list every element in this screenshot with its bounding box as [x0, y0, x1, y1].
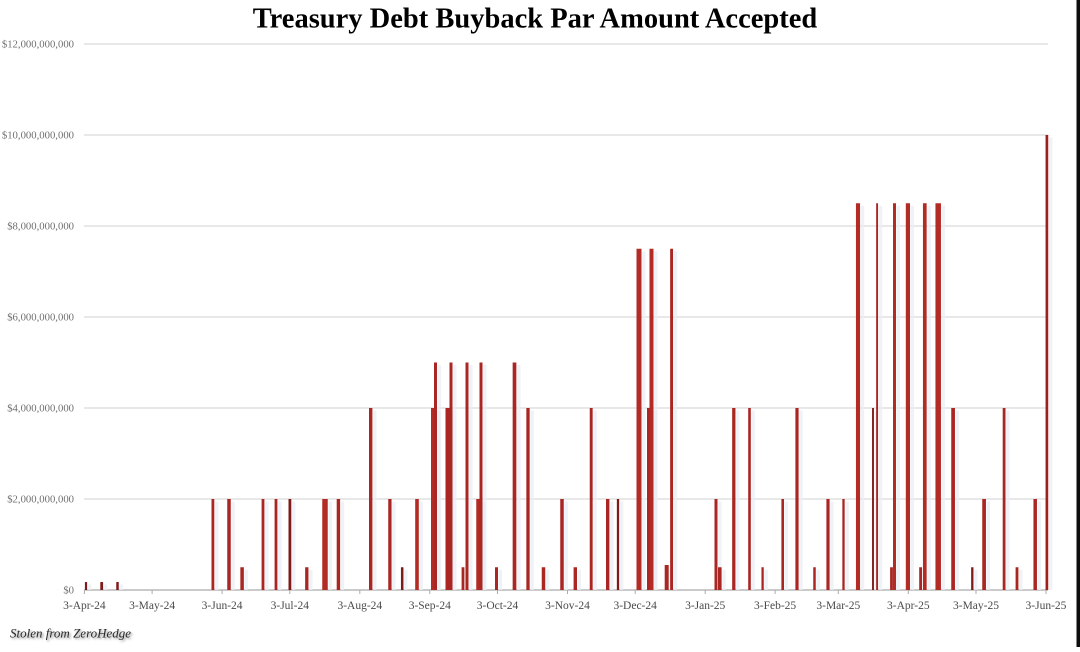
svg-text:3-Oct-24: 3-Oct-24	[477, 600, 519, 612]
svg-text:3-Jan-25: 3-Jan-25	[685, 600, 725, 612]
svg-text:3-Jul-24: 3-Jul-24	[271, 600, 310, 612]
svg-text:3-Nov-24: 3-Nov-24	[545, 600, 590, 612]
svg-text:3-Apr-24: 3-Apr-24	[63, 600, 106, 612]
svg-text:$12,000,000,000: $12,000,000,000	[2, 39, 74, 51]
svg-text:3-Dec-24: 3-Dec-24	[613, 600, 657, 612]
svg-text:3-Mar-25: 3-Mar-25	[816, 600, 860, 612]
svg-text:$8,000,000,000: $8,000,000,000	[7, 221, 74, 233]
svg-text:3-May-24: 3-May-24	[129, 600, 175, 612]
svg-text:$4,000,000,000: $4,000,000,000	[7, 403, 74, 415]
svg-text:3-Jun-25: 3-Jun-25	[1026, 600, 1067, 612]
svg-text:$10,000,000,000: $10,000,000,000	[2, 130, 74, 142]
svg-text:3-Sep-24: 3-Sep-24	[409, 600, 451, 612]
svg-text:$6,000,000,000: $6,000,000,000	[7, 312, 74, 324]
svg-text:$0: $0	[63, 585, 74, 597]
svg-text:3-Jun-24: 3-Jun-24	[202, 600, 243, 612]
svg-text:3-Aug-24: 3-Aug-24	[337, 600, 382, 612]
svg-text:3-May-25: 3-May-25	[953, 600, 999, 612]
svg-text:Treasury Debt Buyback Par Amou: Treasury Debt Buyback Par Amount Accepte…	[253, 4, 818, 35]
svg-text:3-Apr-25: 3-Apr-25	[887, 600, 930, 612]
svg-text:$2,000,000,000: $2,000,000,000	[7, 494, 74, 506]
svg-text:Stolen from ZeroHedge: Stolen from ZeroHedge	[10, 626, 131, 641]
svg-text:3-Feb-25: 3-Feb-25	[754, 600, 796, 612]
